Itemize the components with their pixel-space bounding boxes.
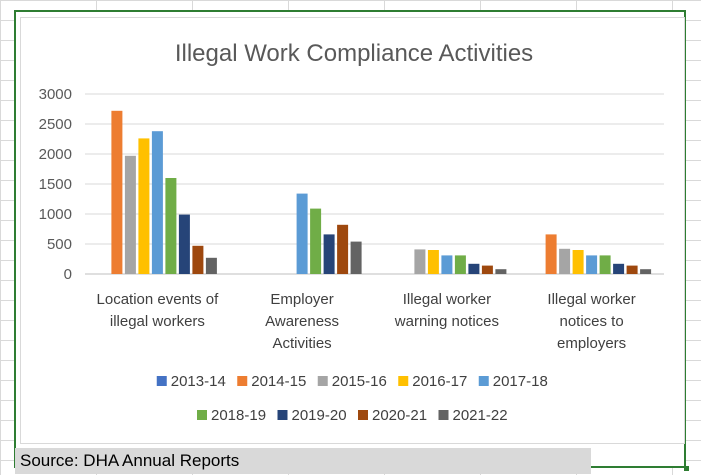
x-tick-label: Illegal worker [403, 291, 491, 308]
legend-label: 2015-16 [332, 373, 387, 390]
x-tick-label: employers [557, 335, 626, 352]
bar[interactable] [640, 269, 652, 274]
legend-swatch [237, 376, 248, 386]
bar[interactable] [427, 250, 439, 274]
bar[interactable] [165, 178, 177, 274]
source-text: Source: DHA Annual Reports [20, 451, 240, 470]
y-tick-label: 2000 [39, 146, 72, 163]
bar[interactable] [586, 255, 598, 274]
bar[interactable] [454, 255, 466, 274]
y-tick-label: 2500 [39, 116, 72, 133]
bar[interactable] [350, 241, 362, 274]
resize-handle[interactable] [684, 466, 689, 471]
legend-swatch [438, 410, 449, 420]
legend-label: 2014-15 [251, 373, 306, 390]
legend-swatch [156, 376, 167, 386]
legend-swatch [478, 376, 489, 386]
legend-label: 2018-19 [211, 407, 266, 424]
bar[interactable] [545, 234, 557, 274]
bar[interactable] [468, 263, 480, 274]
legend: 2013-14 2014-15 2015-16 2016-17 2017-18 2018-… [156, 373, 548, 424]
bar[interactable] [337, 224, 349, 274]
y-tick-label: 0 [64, 266, 72, 283]
y-tick-label: 3000 [39, 86, 72, 103]
bar[interactable] [296, 193, 308, 274]
bar[interactable] [111, 110, 123, 274]
bar[interactable] [599, 255, 611, 274]
bar[interactable] [414, 249, 426, 274]
bar[interactable] [323, 234, 335, 274]
legend-swatch [277, 410, 288, 420]
x-tick-label: Awareness [265, 313, 339, 330]
bars [111, 110, 652, 274]
x-tick-label: warning notices [394, 313, 499, 330]
bar[interactable] [192, 245, 204, 274]
chart-title: Illegal Work Compliance Activities [175, 40, 533, 67]
bar[interactable] [441, 255, 453, 274]
bar[interactable] [559, 248, 571, 274]
legend-swatch [317, 376, 328, 386]
bar[interactable] [310, 208, 322, 274]
x-tick-label: illegal workers [110, 313, 205, 330]
x-tick-label: Employer [270, 291, 333, 308]
x-tick-label: Location events of [97, 291, 220, 308]
legend-swatch [358, 410, 368, 420]
legend-label: 2017-18 [493, 373, 548, 390]
legend-label: 2020-21 [372, 407, 427, 424]
bar[interactable] [151, 131, 163, 274]
source-cell[interactable] [15, 448, 591, 474]
bar[interactable] [481, 265, 493, 274]
bar[interactable] [124, 155, 136, 274]
y-tick-label: 500 [47, 236, 72, 253]
bar[interactable] [572, 250, 584, 274]
bar[interactable] [178, 214, 190, 274]
x-axis-labels: Location events of illegal workers Employe… [97, 291, 636, 352]
legend-label: 2019-20 [292, 407, 347, 424]
bar[interactable] [205, 257, 217, 274]
legend-label: 2013-14 [171, 373, 226, 390]
legend-label: 2016-17 [412, 373, 467, 390]
y-tick-label: 1500 [39, 176, 72, 193]
bar[interactable] [626, 265, 638, 274]
bar[interactable] [138, 138, 150, 274]
x-tick-label: Illegal worker [547, 291, 635, 308]
legend-swatch [197, 410, 207, 420]
x-tick-label: notices to [559, 313, 623, 330]
y-tick-label: 1000 [39, 206, 72, 223]
legend-swatch [398, 376, 409, 386]
x-tick-label: Activities [273, 335, 332, 352]
bar[interactable] [495, 269, 507, 274]
bar[interactable] [613, 263, 625, 274]
y-axis-ticks: 0 500 1000 1500 2000 2500 3000 [39, 86, 72, 283]
legend-label: 2021-22 [453, 407, 508, 424]
